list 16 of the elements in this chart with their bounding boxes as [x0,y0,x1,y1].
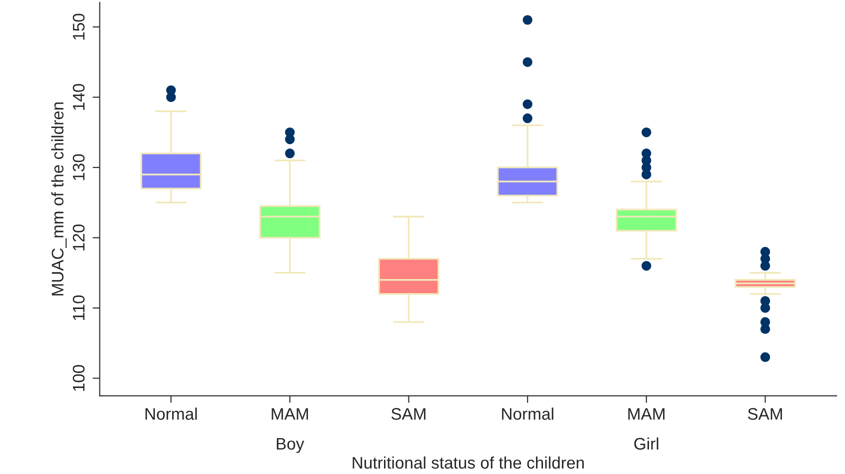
x-tick-label: MAM [628,408,664,420]
text: Girl [634,437,658,450]
y-tick-label: 130 [72,154,85,180]
x-tick-label: Normal [146,408,197,420]
x-tick-label: SAM [391,408,426,420]
x-tick-label: Normal [502,408,554,420]
x-tick-label: SAM [748,408,782,420]
text: Boy [276,438,304,453]
y-tick-label: 100 [72,364,85,391]
y-tick-label: 140 [72,84,85,110]
x-axis-title: Nutritional status of the children [352,456,584,469]
x-tick-label: MAM [272,408,308,420]
y-tick-label: 150 [72,14,85,40]
y-tick-label: 120 [72,224,85,250]
y-axis-title: MUAC_mm of the children [51,102,67,296]
y-tick-label: 110 [72,295,85,320]
